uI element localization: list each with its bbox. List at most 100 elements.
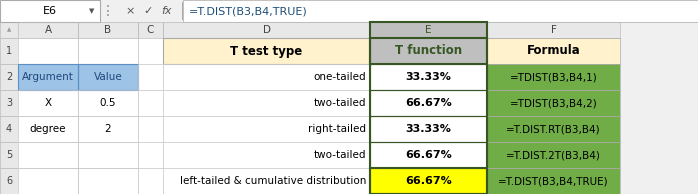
Bar [138, 38, 163, 64]
Text: two-tailed: two-tailed [313, 150, 366, 160]
Bar [0, 0, 698, 22]
Bar [487, 38, 620, 64]
Bar [370, 38, 487, 64]
Bar [487, 168, 620, 194]
Text: 66.67%: 66.67% [405, 150, 452, 160]
Bar [78, 116, 138, 142]
Bar [138, 38, 163, 64]
Bar [78, 168, 138, 194]
Bar [18, 168, 78, 194]
Bar [18, 142, 78, 168]
Text: 6: 6 [6, 176, 12, 186]
Bar [163, 116, 370, 142]
Text: Formula: Formula [526, 44, 580, 57]
Bar [163, 90, 370, 116]
Bar [487, 22, 620, 38]
Bar [78, 142, 138, 168]
Bar [138, 142, 163, 168]
Text: ×: × [126, 6, 135, 16]
Text: 33.33%: 33.33% [406, 124, 452, 134]
Bar [182, 2, 183, 20]
Bar [370, 116, 487, 142]
Bar [138, 64, 163, 90]
Bar [78, 90, 138, 116]
Text: fx: fx [162, 6, 172, 16]
Bar [163, 38, 370, 64]
Text: E6: E6 [43, 6, 57, 16]
Text: ⋮: ⋮ [101, 4, 115, 18]
Bar [138, 116, 163, 142]
Bar [370, 64, 487, 90]
Text: two-tailed: two-tailed [313, 98, 366, 108]
Text: 33.33%: 33.33% [406, 72, 452, 82]
Text: =T.DIST(B3,B4,TRUE): =T.DIST(B3,B4,TRUE) [498, 176, 609, 186]
Text: X: X [45, 98, 52, 108]
Text: T test type: T test type [230, 44, 303, 57]
Bar [370, 22, 487, 38]
Bar [370, 168, 487, 194]
Text: Value: Value [94, 72, 122, 82]
Bar [138, 168, 163, 194]
Bar [370, 90, 487, 116]
Bar [78, 116, 138, 142]
Bar [0, 22, 18, 38]
Text: left-tailed & cumulative distribution: left-tailed & cumulative distribution [179, 176, 366, 186]
Bar [78, 22, 138, 38]
Bar [163, 116, 370, 142]
Text: E: E [425, 25, 432, 35]
Bar [138, 90, 163, 116]
Text: 1: 1 [6, 46, 12, 56]
Bar [163, 64, 370, 90]
Text: 5: 5 [6, 150, 12, 160]
Bar [18, 90, 78, 116]
Text: =T.DIST.RT(B3,B4): =T.DIST.RT(B3,B4) [506, 124, 601, 134]
Bar [163, 64, 370, 90]
Bar [370, 142, 487, 168]
Text: =TDIST(B3,B4,2): =TDIST(B3,B4,2) [510, 98, 597, 108]
Bar [0, 0, 100, 22]
Bar [370, 116, 487, 142]
Text: 0.5: 0.5 [100, 98, 117, 108]
Bar [163, 168, 370, 194]
Bar [163, 142, 370, 168]
Text: B: B [105, 25, 112, 35]
Bar [18, 116, 78, 142]
Bar [18, 64, 78, 90]
Bar [163, 142, 370, 168]
Bar [163, 168, 370, 194]
Bar [78, 38, 138, 64]
Bar [0, 116, 18, 142]
Bar [487, 64, 620, 90]
Bar [370, 90, 487, 116]
Bar [18, 38, 78, 64]
Text: degree: degree [30, 124, 66, 134]
Bar [370, 22, 487, 38]
Bar [487, 142, 620, 168]
Bar [163, 22, 370, 38]
Text: F: F [551, 25, 556, 35]
Bar [487, 142, 620, 168]
Bar [0, 168, 18, 194]
Bar [18, 38, 78, 64]
Text: 3: 3 [6, 98, 12, 108]
Bar [487, 116, 620, 142]
Text: ✓: ✓ [143, 6, 153, 16]
Bar [163, 38, 370, 64]
Text: ▲: ▲ [7, 28, 11, 33]
Bar [370, 168, 487, 194]
Bar [18, 116, 78, 142]
Text: 2: 2 [6, 72, 12, 82]
Text: A: A [45, 25, 52, 35]
Bar [18, 90, 78, 116]
Bar [370, 142, 487, 168]
Bar [18, 64, 78, 90]
Bar [18, 168, 78, 194]
Text: 2: 2 [105, 124, 111, 134]
Bar [0, 64, 18, 90]
Bar [78, 64, 138, 90]
Text: =T.DIST(B3,B4,TRUE): =T.DIST(B3,B4,TRUE) [189, 6, 308, 16]
Bar [370, 22, 487, 194]
Bar [78, 142, 138, 168]
Bar [0, 142, 18, 168]
Text: 66.67%: 66.67% [405, 176, 452, 186]
